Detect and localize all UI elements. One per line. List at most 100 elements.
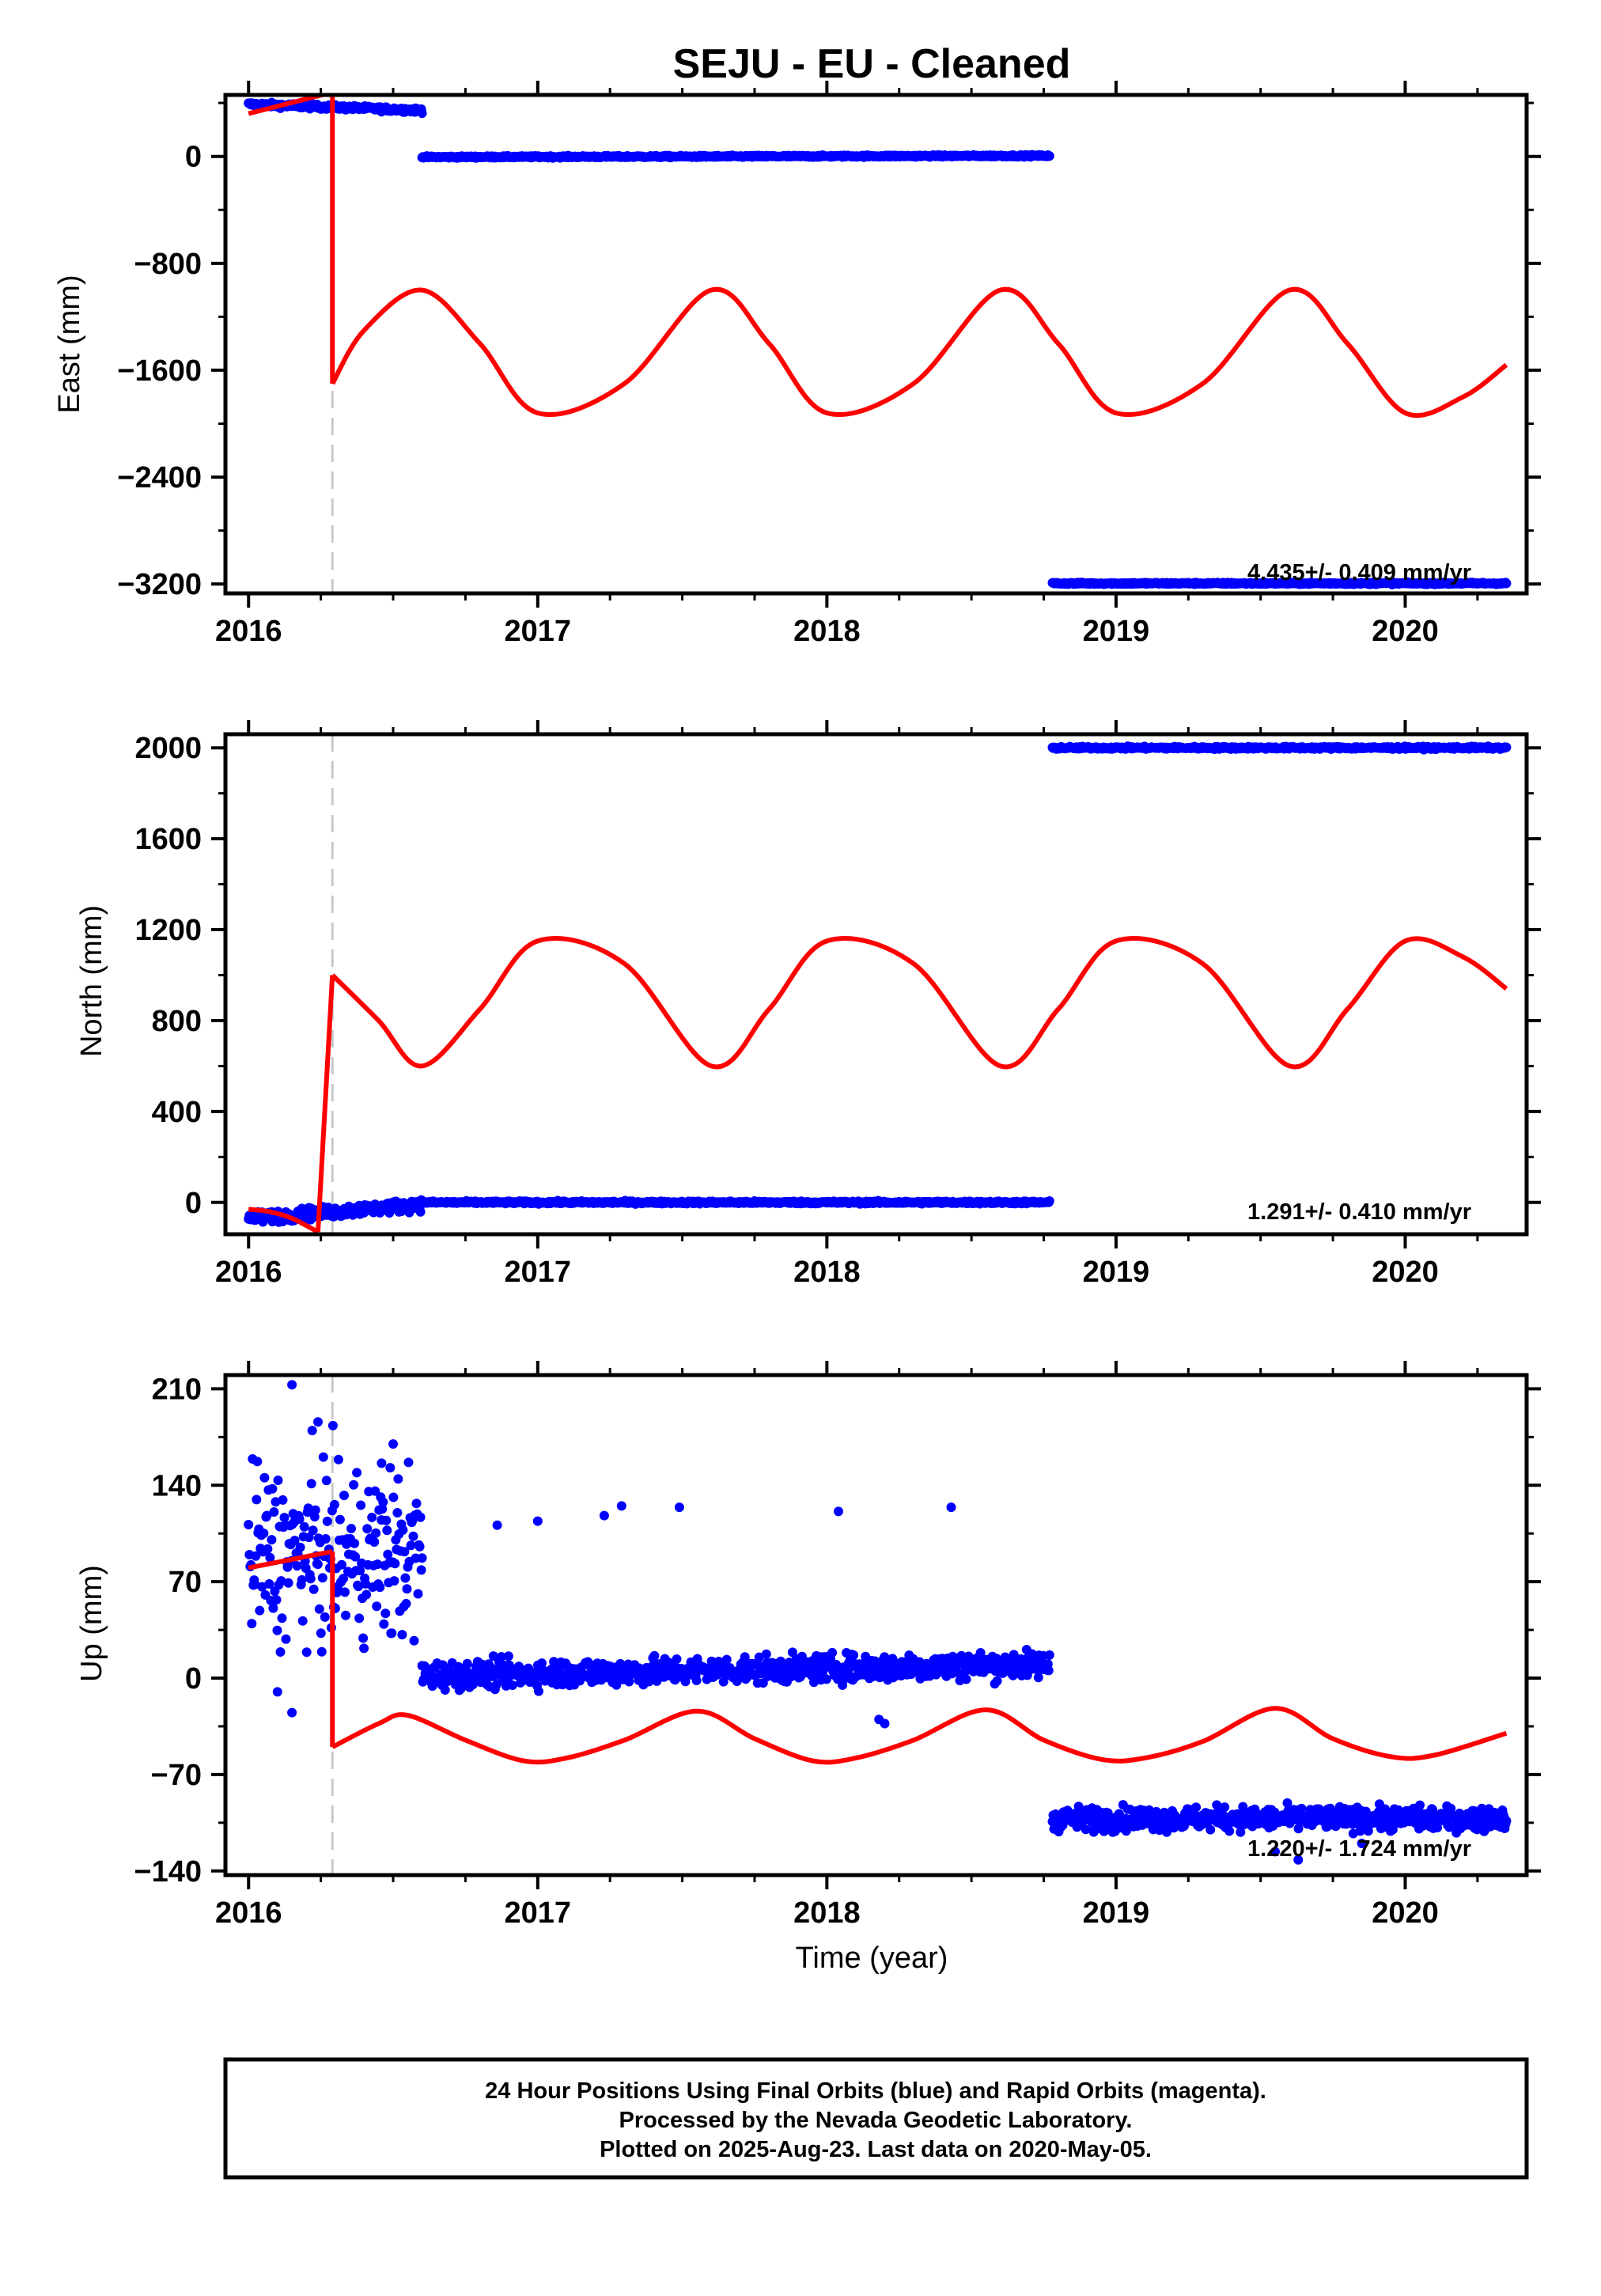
- up-ytick-label: 70: [168, 1566, 202, 1599]
- up-data-point: [252, 1495, 262, 1505]
- up-ytick-label: 140: [152, 1469, 202, 1502]
- up-data-point: [411, 1498, 422, 1509]
- east-data-points: [244, 97, 1512, 589]
- east-ytick-label: 0: [185, 141, 202, 174]
- up-data-point: [346, 1524, 356, 1533]
- north-model-post-event: [331, 936, 1508, 1070]
- east-xtick-label: 2019: [1083, 615, 1150, 648]
- up-data-point: [312, 1559, 323, 1570]
- east-xtick-label: 2018: [793, 615, 861, 648]
- up-data-point: [413, 1589, 423, 1599]
- up-data-point: [320, 1534, 331, 1544]
- up-data-point: [761, 1649, 771, 1659]
- up-data-point: [946, 1502, 956, 1513]
- up-data-point: [290, 1536, 300, 1545]
- up-data-point: [534, 1686, 543, 1696]
- east-data-point: [1501, 578, 1512, 589]
- up-data-point: [849, 1650, 859, 1660]
- up-data-point: [257, 1582, 267, 1592]
- up-data-point: [321, 1476, 331, 1486]
- up-data-point: [377, 1504, 388, 1514]
- up-data-point: [303, 1503, 313, 1514]
- up-data-point: [279, 1513, 290, 1523]
- up-data-point: [377, 1458, 387, 1468]
- up-data-point: [1081, 1824, 1091, 1835]
- up-data-point: [308, 1525, 318, 1536]
- up-data-point: [401, 1598, 411, 1608]
- up-data-point: [308, 1584, 319, 1594]
- east-data-point: [417, 108, 427, 119]
- up-data-point: [1270, 1847, 1280, 1857]
- up-data-point: [373, 1559, 383, 1570]
- up-data-point: [355, 1566, 365, 1576]
- up-data-point: [337, 1559, 346, 1570]
- up-data-point: [297, 1616, 308, 1626]
- up-data-point: [356, 1500, 366, 1510]
- up-data-point: [822, 1674, 831, 1684]
- north-rate-label: 1.291+/- 0.410 mm/yr: [1247, 1199, 1471, 1225]
- east-ytick-label: −3200: [117, 568, 202, 601]
- up-data-point: [354, 1582, 364, 1592]
- up-data-point: [416, 1565, 426, 1575]
- up-data-point: [1357, 1839, 1367, 1848]
- up-data-point: [532, 1516, 543, 1526]
- up-data-point: [649, 1650, 660, 1661]
- up-data-point: [492, 1520, 502, 1530]
- up-data-point: [370, 1486, 380, 1496]
- up-data-point: [758, 1678, 768, 1688]
- up-data-point: [276, 1576, 286, 1586]
- up-data-point: [992, 1676, 1002, 1686]
- up-data-point: [259, 1472, 270, 1483]
- up-data-point: [320, 1612, 330, 1622]
- up-data-point: [341, 1610, 350, 1620]
- north-ytick-label: 800: [152, 1005, 202, 1038]
- up-data-point: [267, 1535, 277, 1545]
- up-data-point: [259, 1529, 269, 1538]
- up-data-point: [1282, 1798, 1293, 1808]
- up-data-point: [1191, 1802, 1202, 1813]
- up-data-point: [1162, 1827, 1171, 1837]
- up-data-point: [392, 1508, 403, 1517]
- up-data-point: [244, 1520, 254, 1529]
- up-data-point: [369, 1537, 380, 1547]
- up-data-point: [301, 1647, 312, 1658]
- up-data-point: [314, 1604, 324, 1614]
- up-data-point: [616, 1501, 626, 1511]
- up-xtick-label: 2017: [505, 1896, 572, 1930]
- north-xtick-label: 2018: [793, 1256, 861, 1289]
- up-data-point: [1224, 1826, 1235, 1836]
- up-data-point: [271, 1595, 282, 1605]
- up-data-point: [263, 1544, 273, 1554]
- up-data-point: [409, 1635, 419, 1646]
- up-data-point: [269, 1507, 279, 1517]
- up-data-point: [1043, 1665, 1054, 1676]
- up-data-point: [327, 1420, 338, 1430]
- up-data-point: [1296, 1803, 1307, 1813]
- up-ytick-label: −140: [134, 1855, 202, 1889]
- up-data-point: [287, 1380, 297, 1390]
- up-data-point: [333, 1454, 343, 1464]
- up-frame: [223, 1373, 1529, 1877]
- up-data-point: [1348, 1828, 1358, 1839]
- up-data-point: [388, 1439, 398, 1449]
- up-data-point: [880, 1718, 890, 1729]
- up-data-point: [1144, 1805, 1154, 1815]
- up-data-point: [1293, 1824, 1304, 1834]
- up-data-point: [398, 1525, 408, 1535]
- up-data-point: [380, 1608, 391, 1619]
- up-data-point: [674, 1502, 684, 1513]
- up-data-point: [721, 1654, 732, 1665]
- up-data-point: [417, 1553, 427, 1563]
- up-ytick-label: −70: [151, 1759, 202, 1792]
- up-data-point: [340, 1587, 350, 1597]
- up-data-point: [462, 1658, 472, 1669]
- up-data-point: [1009, 1650, 1019, 1660]
- up-data-point: [350, 1552, 361, 1562]
- east-xtick-label: 2016: [215, 615, 282, 648]
- up-data-point: [313, 1417, 323, 1427]
- up-data-point: [339, 1574, 348, 1584]
- up-data-point: [1033, 1673, 1043, 1683]
- up-data-point: [496, 1652, 506, 1661]
- east-ytick-label: −800: [134, 248, 202, 281]
- north-xtick-label: 2016: [215, 1256, 282, 1289]
